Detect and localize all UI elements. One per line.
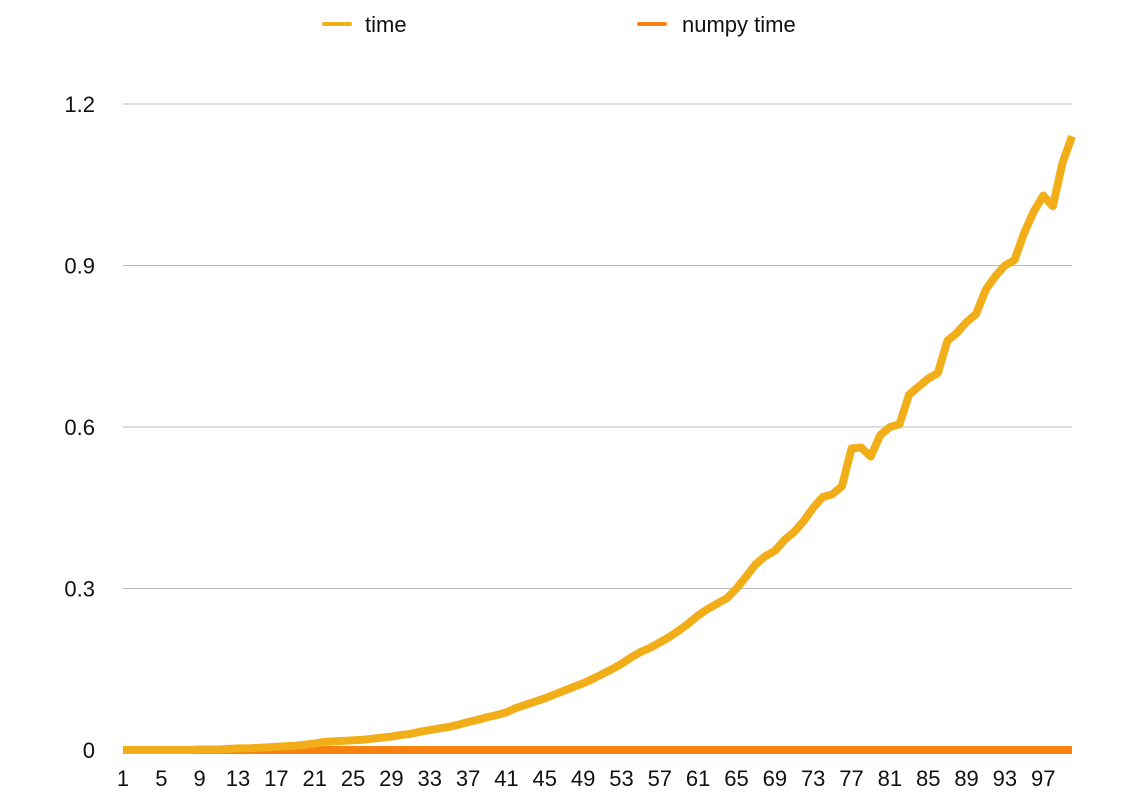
y-tick-label: 0.6 [64, 415, 95, 440]
series-lines [123, 134, 1076, 754]
legend: time numpy time [322, 12, 796, 37]
x-tick-label: 93 [993, 766, 1017, 791]
x-axis-ticks: 1 5 9 13 17 21 25 29 33 37 41 45 49 53 57 61 65 69 73 77 81 8… [117, 766, 1056, 791]
legend-label-numpy-time: numpy time [682, 12, 796, 37]
x-tick-label: 53 [609, 766, 633, 791]
x-tick-label: 29 [379, 766, 403, 791]
x-tick-label: 73 [801, 766, 825, 791]
x-tick-label: 25 [341, 766, 365, 791]
x-tick-label: 21 [302, 766, 326, 791]
x-tick-label: 37 [456, 766, 480, 791]
y-tick-label: 0.9 [64, 254, 95, 279]
y-tick-label: 0 [83, 738, 95, 763]
x-tick-label: 17 [264, 766, 288, 791]
x-tick-label: 33 [418, 766, 442, 791]
x-tick-label: 1 [117, 766, 129, 791]
y-tick-label: 1.2 [64, 92, 95, 117]
x-tick-label: 89 [954, 766, 978, 791]
gridlines [123, 103, 1072, 589]
x-tick-label: 97 [1031, 766, 1055, 791]
x-tick-label: 49 [571, 766, 595, 791]
x-tick-label: 69 [763, 766, 787, 791]
x-tick-label: 61 [686, 766, 710, 791]
x-tick-label: 81 [878, 766, 902, 791]
x-tick-label: 13 [226, 766, 250, 791]
y-axis-ticks: 0 0.3 0.6 0.9 1.2 [64, 92, 95, 763]
x-tick-label: 5 [155, 766, 167, 791]
x-tick-label: 41 [494, 766, 518, 791]
x-tick-label: 85 [916, 766, 940, 791]
x-tick-label: 65 [724, 766, 748, 791]
series-line-time [123, 134, 1076, 754]
x-tick-label: 45 [533, 766, 557, 791]
x-tick-label: 57 [648, 766, 672, 791]
x-tick-label: 9 [194, 766, 206, 791]
y-tick-label: 0.3 [64, 577, 95, 602]
legend-label-time: time [365, 12, 407, 37]
x-tick-label: 77 [839, 766, 863, 791]
